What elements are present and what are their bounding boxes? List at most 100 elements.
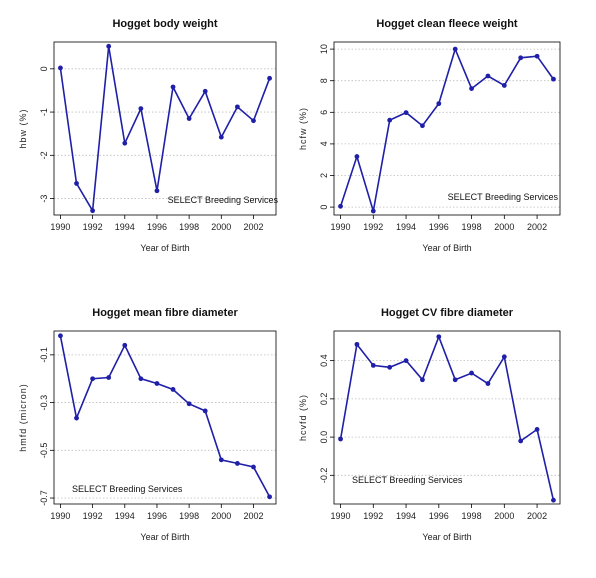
data-point bbox=[501, 83, 507, 88]
x-tick-label: 1990 bbox=[331, 222, 351, 232]
y-axis: -0.2 0.0 0.2 0.4 bbox=[319, 354, 334, 483]
data-point bbox=[338, 436, 343, 442]
chart-svg: Hogget CV fibre diameter -0.2 0.0 0.2 0.4 199… bbox=[298, 307, 561, 542]
annotation-text: SELECT Breeding Services bbox=[168, 195, 279, 205]
data-point bbox=[551, 76, 556, 82]
data-point bbox=[452, 377, 458, 383]
data-point bbox=[551, 497, 556, 503]
gridlines bbox=[54, 354, 276, 499]
data-point bbox=[170, 84, 176, 90]
data-point bbox=[469, 86, 474, 92]
chart-panel-hogget-mean-fibre-diameter: Hogget mean fibre diameter -0.7 -0.5 -0.3 -0… bbox=[0, 289, 298, 578]
data-point bbox=[338, 203, 343, 209]
y-tick-label: 10 bbox=[319, 44, 329, 54]
y-tick-label: 0 bbox=[319, 205, 329, 210]
chart-panel-hogget-clean-fleece-weight: Hogget clean fleece weight 0 2 4 6 8 10 1990 199… bbox=[298, 0, 596, 289]
y-axis: 0 2 4 6 8 10 bbox=[319, 44, 334, 210]
data-point bbox=[387, 117, 393, 123]
x-tick-label: 1998 bbox=[179, 511, 199, 521]
x-axis-label: Year of Birth bbox=[422, 243, 471, 253]
y-tick-label: 4 bbox=[319, 141, 329, 146]
data-point bbox=[452, 46, 458, 52]
x-tick-label: 2000 bbox=[211, 511, 231, 521]
data-point bbox=[234, 461, 240, 466]
x-axis: 1990 1992 1994 1996 1998 2000 2002 bbox=[331, 215, 547, 232]
y-axis-label: hbw (%) bbox=[18, 108, 28, 148]
data-point bbox=[251, 464, 256, 470]
series-line bbox=[59, 335, 271, 498]
x-axis-label: Year of Birth bbox=[140, 243, 189, 253]
x-axis: 1990 1992 1994 1996 1998 2000 2002 bbox=[331, 504, 547, 521]
plot-frame bbox=[53, 41, 277, 216]
data-point bbox=[58, 333, 63, 339]
y-tick-label: -0.2 bbox=[319, 468, 329, 484]
chart-title: Hogget CV fibre diameter bbox=[381, 307, 514, 319]
data-point bbox=[122, 342, 128, 348]
chart-svg: Hogget mean fibre diameter-0.7-0.5-0.3-0… bbox=[18, 307, 277, 542]
x-tick-label: 2000 bbox=[494, 511, 514, 521]
data-point bbox=[202, 408, 208, 414]
y-axis-label: hcvfd (%) bbox=[298, 394, 308, 441]
data-point bbox=[138, 106, 144, 112]
data-point bbox=[501, 354, 507, 360]
y-tick-label: 0 bbox=[39, 66, 49, 71]
data-point bbox=[518, 438, 524, 444]
x-tick-label: 2000 bbox=[211, 222, 231, 232]
x-tick-label: 1990 bbox=[50, 222, 70, 232]
y-tick-label: -1 bbox=[39, 108, 49, 116]
y-tick-label: 6 bbox=[319, 110, 329, 115]
y-tick-label: -0.3 bbox=[39, 395, 49, 411]
chart-panel-hogget-cv-fibre-diameter: Hogget CV fibre diameter -0.2 0.0 0.2 0.4 199… bbox=[298, 289, 596, 578]
x-tick-label: 2002 bbox=[243, 511, 263, 521]
x-tick-label: 1996 bbox=[429, 511, 449, 521]
x-tick-label: 1998 bbox=[179, 222, 199, 232]
x-tick-label: 1996 bbox=[429, 222, 449, 232]
y-tick-label: 0.0 bbox=[319, 431, 329, 444]
annotation-text: SELECT Breeding Services bbox=[448, 192, 559, 202]
y-axis: -0.7 -0.5 -0.3 -0.1 bbox=[39, 347, 54, 506]
data-point bbox=[154, 381, 160, 386]
data-point bbox=[186, 401, 192, 407]
data-point bbox=[74, 181, 79, 186]
x-tick-label: 1996 bbox=[147, 511, 167, 521]
data-point bbox=[370, 363, 376, 368]
y-tick-label: 8 bbox=[319, 78, 329, 83]
x-tick-label: 2002 bbox=[527, 511, 547, 521]
series-line bbox=[339, 334, 555, 501]
chart-title: Hogget mean fibre diameter bbox=[92, 307, 238, 319]
plot-frame bbox=[333, 41, 561, 216]
data-point bbox=[485, 73, 491, 79]
gridlines bbox=[334, 360, 560, 476]
data-point bbox=[518, 55, 524, 61]
data-point bbox=[267, 75, 272, 81]
x-tick-label: 1994 bbox=[396, 222, 416, 232]
data-point bbox=[234, 104, 240, 110]
annotation-text: SELECT Breeding Services bbox=[72, 484, 183, 494]
data-point bbox=[370, 208, 376, 214]
chart-panel-hogget-body-weight: Hogget body weight -3 -2 -1 0 1990 1992 1994 199… bbox=[0, 0, 298, 289]
data-point bbox=[534, 53, 540, 59]
chart-title: Hogget clean fleece weight bbox=[376, 18, 518, 30]
data-point bbox=[202, 88, 208, 94]
x-tick-label: 1992 bbox=[83, 511, 103, 521]
y-tick-label: -2 bbox=[39, 151, 49, 159]
data-point bbox=[106, 375, 112, 380]
series-line bbox=[59, 46, 271, 214]
data-point bbox=[138, 376, 144, 382]
x-tick-label: 2002 bbox=[243, 222, 263, 232]
y-tick-label: -0.7 bbox=[39, 490, 49, 506]
series-line bbox=[339, 46, 555, 212]
y-tick-label: -0.5 bbox=[39, 443, 49, 459]
plot-frame bbox=[53, 330, 277, 505]
data-point bbox=[420, 123, 425, 129]
x-tick-label: 1998 bbox=[462, 511, 482, 521]
data-point bbox=[74, 415, 79, 421]
x-tick-label: 1994 bbox=[115, 222, 135, 232]
data-point bbox=[154, 188, 160, 194]
data-point bbox=[170, 387, 176, 392]
plot-frame bbox=[333, 330, 561, 505]
data-point bbox=[90, 376, 96, 382]
data-point bbox=[90, 208, 96, 214]
data-point bbox=[436, 334, 442, 340]
